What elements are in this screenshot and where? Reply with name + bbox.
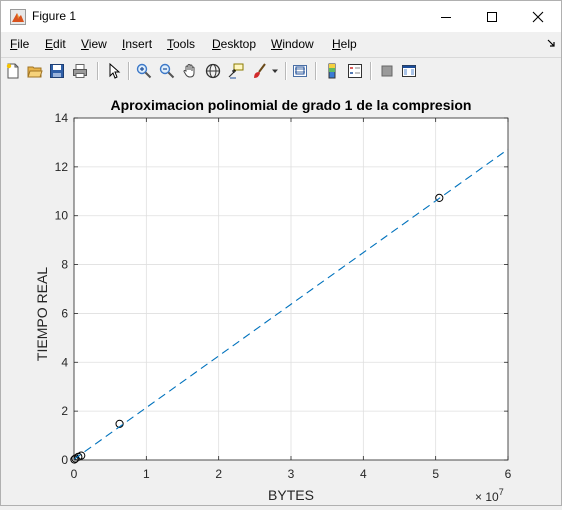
menu-window[interactable]: Window <box>271 37 314 51</box>
menu-edit[interactable]: Edit <box>45 37 66 51</box>
chart-title: Aproximacion polinomial de grado 1 de la… <box>111 97 472 113</box>
hide-plot-tools-icon <box>381 65 393 77</box>
x-axis-label: BYTES <box>268 487 314 503</box>
brush-dropdown-icon <box>272 69 278 73</box>
open-file-button[interactable] <box>25 61 45 81</box>
menu-help[interactable]: Help <box>332 37 357 51</box>
dock-figure-icon[interactable] <box>546 38 556 48</box>
menu-tools[interactable]: Tools <box>167 37 196 51</box>
title-bar[interactable]: Figure 1 <box>1 1 561 32</box>
insert-legend-button[interactable] <box>345 61 365 81</box>
colorbar-icon <box>328 63 336 79</box>
menu-insert[interactable]: Insert <box>122 37 153 51</box>
menu-file[interactable]: File <box>10 37 30 51</box>
open-file-icon <box>27 66 43 78</box>
plot-series <box>70 148 509 464</box>
menu-view[interactable]: View <box>81 37 107 51</box>
print-button[interactable] <box>70 61 90 81</box>
x-tick-label: 5 <box>432 467 439 481</box>
data-point-marker <box>115 419 124 428</box>
pan-button[interactable] <box>180 61 200 81</box>
data-cursor-icon <box>228 63 244 79</box>
data-point-marker <box>77 451 86 460</box>
insert-colorbar-button[interactable] <box>322 61 342 81</box>
window-title: Figure 1 <box>32 9 77 23</box>
y-tick-label: 0 <box>61 453 68 467</box>
menu-bar: File Edit View Insert Tools Desktop Wind… <box>1 34 561 55</box>
rotate-3d-icon <box>205 63 221 79</box>
x-tick-label: 3 <box>288 467 295 481</box>
legend-icon <box>348 64 362 78</box>
y-tick-label: 12 <box>55 160 69 174</box>
data-cursor-button[interactable] <box>226 61 246 81</box>
minimize-icon <box>441 16 451 18</box>
brush-dropdown-button[interactable] <box>269 61 281 81</box>
edit-plot-button[interactable] <box>104 61 124 81</box>
plot-svg[interactable]: Aproximacion polinomial de grado 1 de la… <box>1 84 561 505</box>
y-axis-label: TIEMPO REAL <box>34 267 50 361</box>
new-figure-button[interactable] <box>3 61 23 81</box>
new-figure-icon <box>6 63 19 79</box>
y-tick-label: 2 <box>61 404 68 418</box>
x-tick-label: 4 <box>360 467 367 481</box>
close-button[interactable] <box>515 1 561 32</box>
zoom-in-icon <box>136 63 152 79</box>
close-icon <box>532 11 544 22</box>
menu-desktop[interactable]: Desktop <box>212 37 257 51</box>
y-tick-label: 14 <box>55 111 69 125</box>
show-plot-tools-button[interactable] <box>399 61 419 81</box>
data-point-marker <box>435 193 444 202</box>
pan-hand-icon <box>183 63 195 78</box>
save-button[interactable] <box>47 61 67 81</box>
y-tick-label: 8 <box>61 258 68 272</box>
x-tick-label: 0 <box>71 467 78 481</box>
y-tick-label: 6 <box>61 306 68 320</box>
figure-toolbar <box>1 57 561 85</box>
maximize-icon <box>487 11 497 22</box>
x-axis-exponent: × 107 <box>475 487 504 504</box>
figure-canvas: Aproximacion polinomial de grado 1 de la… <box>1 84 561 505</box>
matlab-figure-icon <box>10 9 26 25</box>
edit-plot-arrow-icon <box>109 63 121 79</box>
hide-plot-tools-button[interactable] <box>377 61 397 81</box>
zoom-in-button[interactable] <box>134 61 154 81</box>
x-tick-label: 2 <box>215 467 222 481</box>
link-plot-button[interactable] <box>290 61 310 81</box>
x-tick-label: 1 <box>143 467 150 481</box>
brush-button[interactable] <box>249 61 269 81</box>
print-icon <box>73 64 87 78</box>
x-tick-label: 6 <box>505 467 512 481</box>
zoom-out-button[interactable] <box>157 61 177 81</box>
rotate-3d-button[interactable] <box>203 61 223 81</box>
minimize-button[interactable] <box>423 1 469 32</box>
y-tick-label: 4 <box>61 355 68 369</box>
show-plot-tools-icon <box>402 65 416 77</box>
link-plot-icon <box>293 65 307 77</box>
save-icon <box>50 64 64 78</box>
zoom-out-icon <box>159 63 175 79</box>
y-tick-label: 10 <box>55 209 69 223</box>
brush-icon <box>254 63 266 78</box>
maximize-button[interactable] <box>469 1 515 32</box>
fit-line <box>73 148 509 460</box>
